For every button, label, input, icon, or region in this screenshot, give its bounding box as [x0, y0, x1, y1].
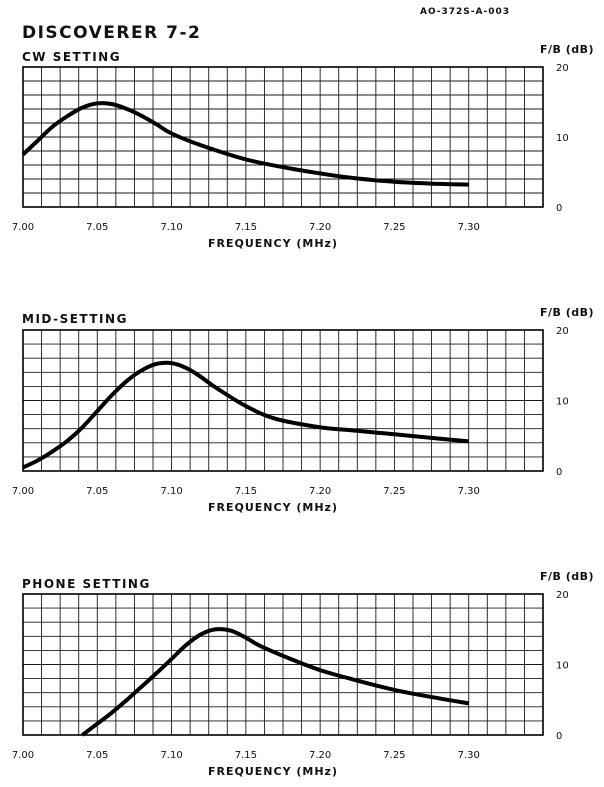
y-tick-label: 20: [556, 590, 569, 601]
x-tick-label: 7.30: [458, 486, 480, 497]
chart-2-frame: [22, 329, 544, 472]
document-id: AO-372S-A-003: [420, 7, 510, 17]
x-tick-label: 7.05: [86, 750, 108, 761]
y-tick-label: 0: [556, 203, 562, 214]
x-tick-label: 7.15: [235, 486, 257, 497]
x-tick-label: 7.15: [235, 750, 257, 761]
y-tick-label: 0: [556, 731, 562, 742]
chart-1-frame: [22, 66, 544, 208]
x-tick-label: 7.05: [86, 222, 108, 233]
x-tick-label: 7.30: [458, 222, 480, 233]
chart-1-ylabel: F/B (dB): [540, 43, 594, 56]
x-tick-label: 7.25: [383, 222, 405, 233]
x-tick-label: 7.00: [12, 222, 34, 233]
y-tick-label: 10: [556, 661, 569, 672]
chart-3-series-line: [81, 627, 470, 737]
chart-2-grid: [23, 330, 543, 471]
x-tick-label: 7.25: [383, 486, 405, 497]
chart-2-title: MID-SETTING: [22, 312, 128, 326]
x-tick-label: 7.20: [309, 750, 331, 761]
x-tick-label: 7.05: [86, 486, 108, 497]
chart-3-frame: [22, 593, 544, 736]
chart-3-title: PHONE SETTING: [22, 577, 151, 591]
y-tick-label: 10: [556, 397, 569, 408]
chart-2-series-line: [22, 360, 469, 470]
chart-1: CW SETTING F/B (dB) 7.00 7.05 7.10 7.15 7.20 7.…: [12, 43, 594, 250]
x-tick-label: 7.20: [309, 222, 331, 233]
x-tick-label: 7.25: [383, 750, 405, 761]
y-tick-label: 10: [556, 133, 569, 144]
chart-1-title: CW SETTING: [22, 50, 121, 64]
y-tick-label: 0: [556, 467, 562, 478]
y-tick-label: 20: [556, 63, 569, 74]
x-tick-label: 7.10: [160, 222, 182, 233]
chart-3: PHONE SETTING F/B (dB) 7.00 7.05 7.10 7.15 7.2…: [12, 570, 594, 778]
main-title: DISCOVERER 7-2: [22, 23, 201, 43]
x-tick-label: 7.15: [235, 222, 257, 233]
chart-1-xlabel: FREQUENCY (MHz): [208, 237, 338, 250]
chart-2-xlabel: FREQUENCY (MHz): [208, 501, 338, 514]
y-tick-label: 20: [556, 326, 569, 337]
x-tick-label: 7.10: [160, 486, 182, 497]
chart-2: MID-SETTING F/B (dB) 7.00 7.05 7.10 7.15 7.20 7…: [12, 306, 594, 514]
x-tick-label: 7.00: [12, 486, 34, 497]
x-tick-label: 7.10: [160, 750, 182, 761]
chart-3-grid: [23, 594, 543, 735]
chart-1-series-line: [21, 101, 469, 187]
x-tick-label: 7.00: [12, 750, 34, 761]
x-tick-label: 7.20: [309, 486, 331, 497]
chart-2-ylabel: F/B (dB): [540, 306, 594, 319]
chart-3-ylabel: F/B (dB): [540, 570, 594, 583]
chart-3-xlabel: FREQUENCY (MHz): [208, 765, 338, 778]
x-tick-label: 7.30: [458, 750, 480, 761]
